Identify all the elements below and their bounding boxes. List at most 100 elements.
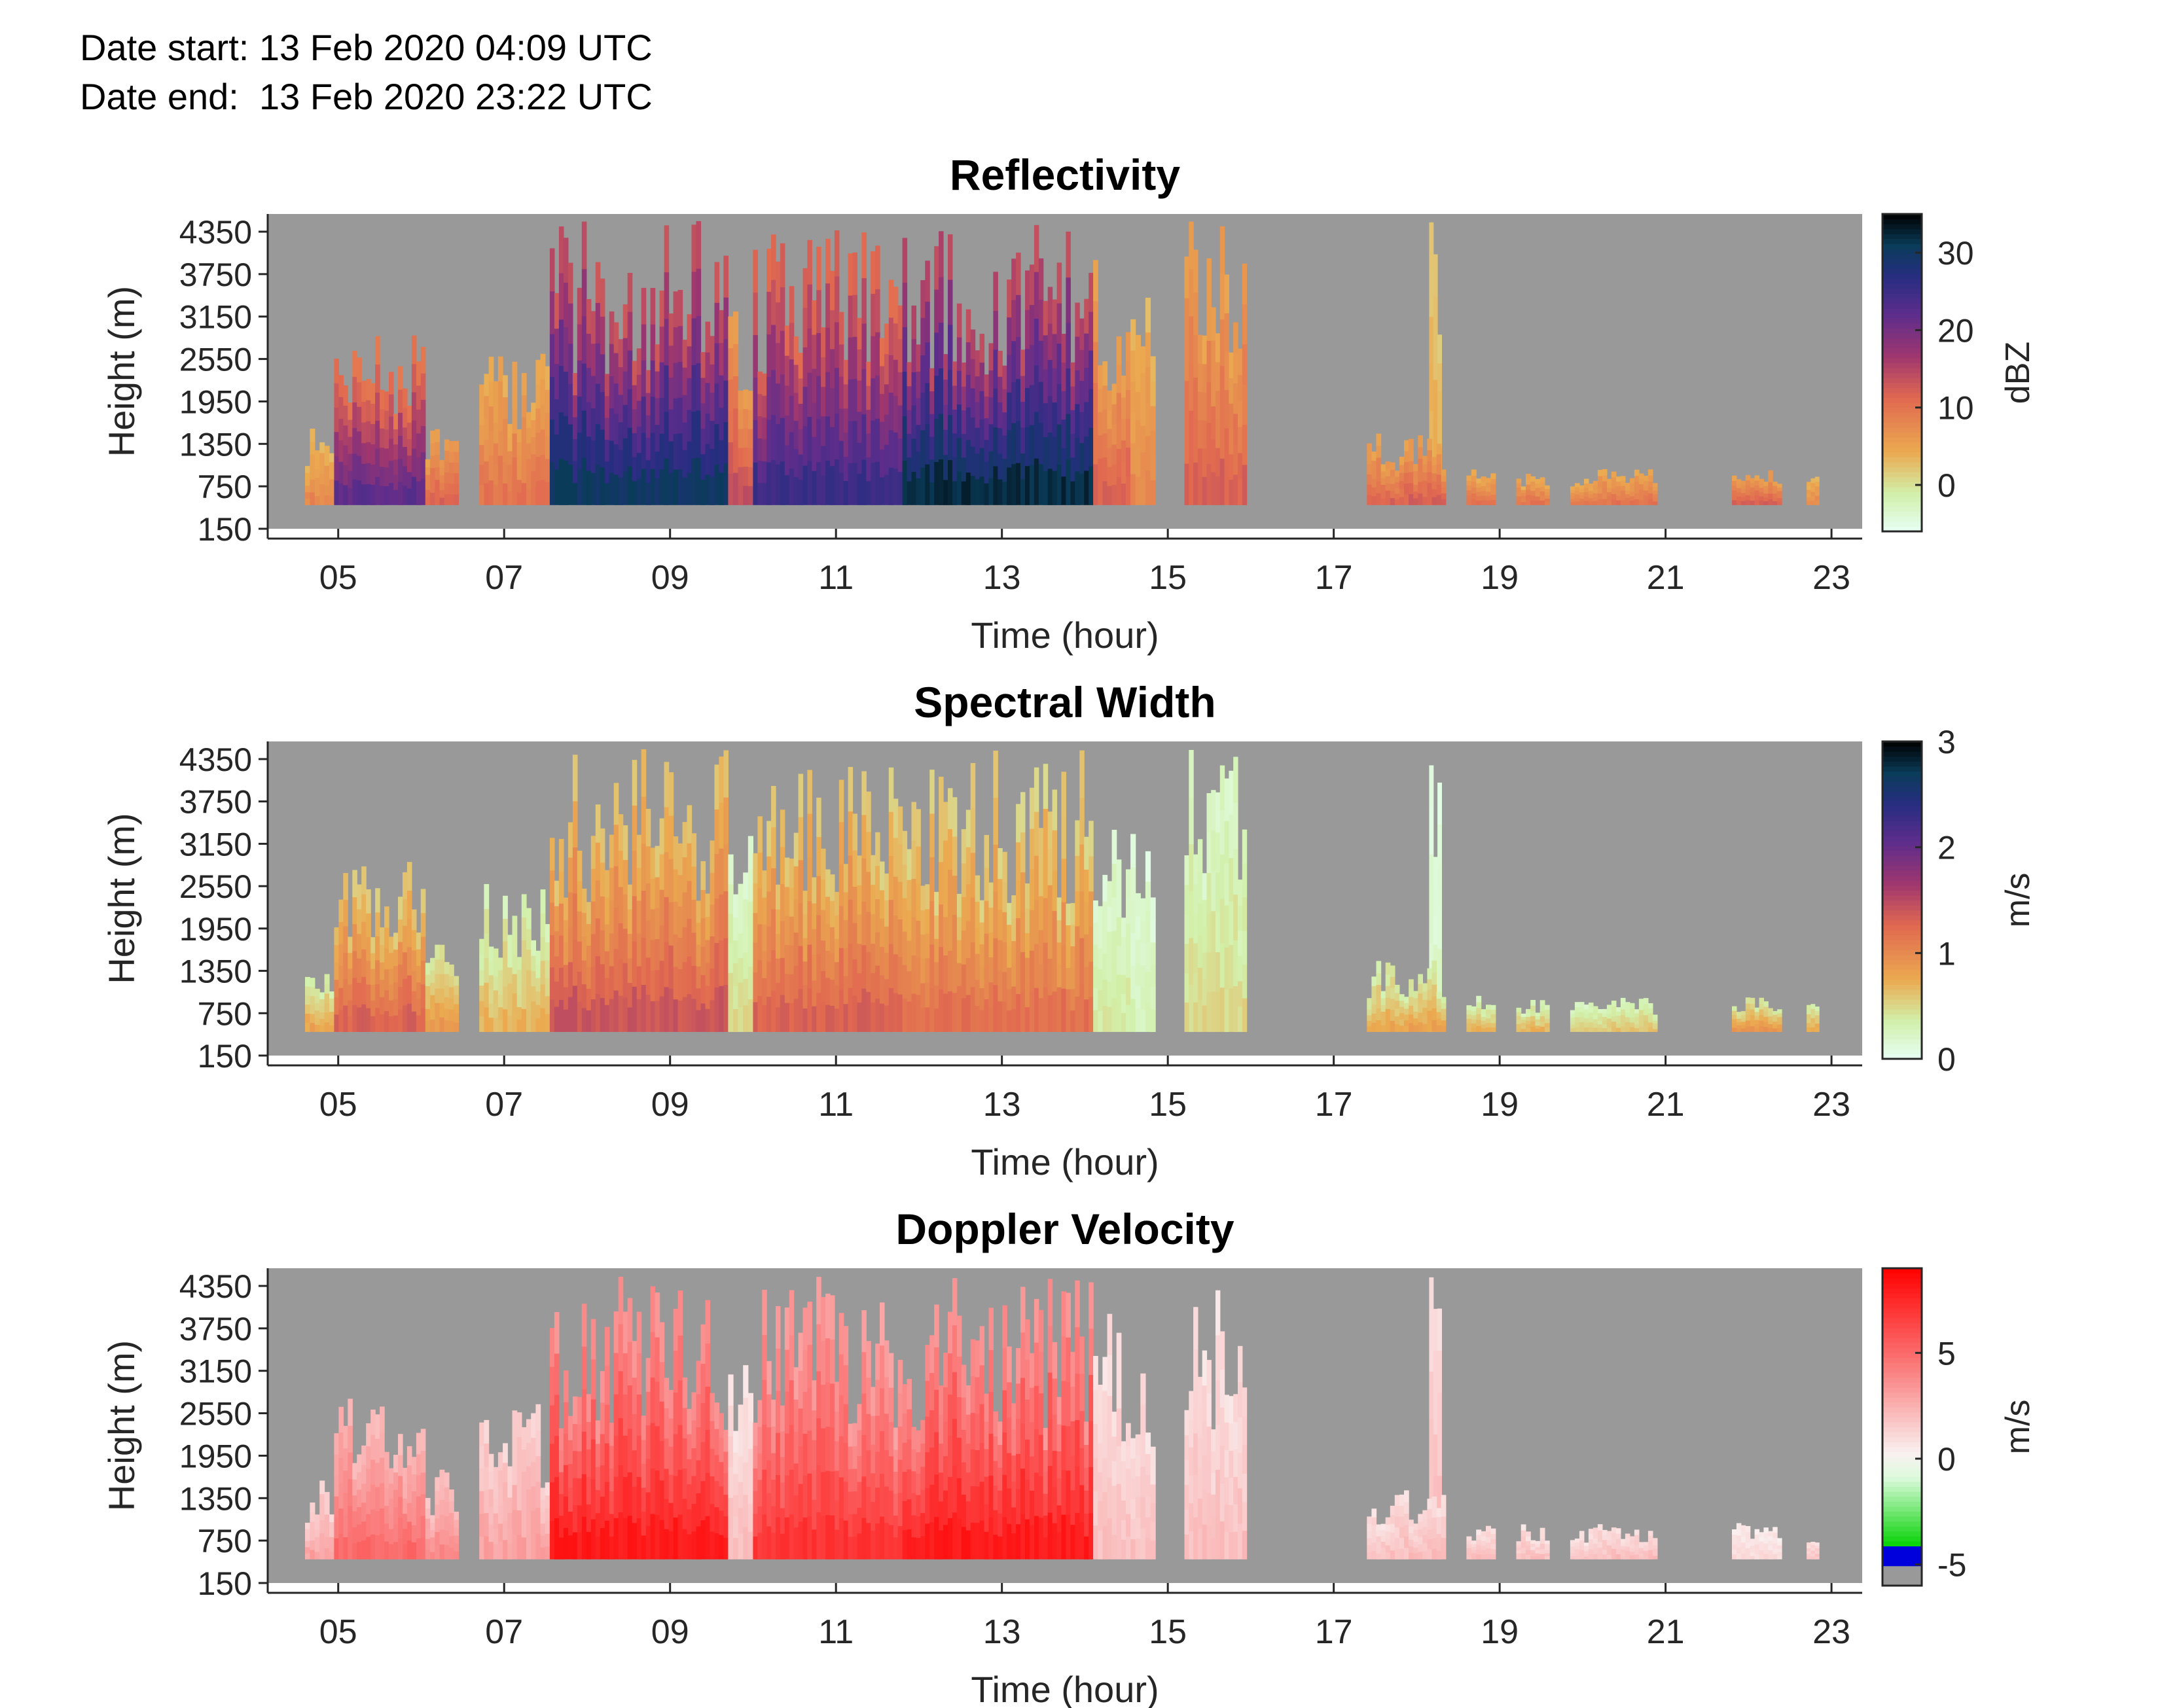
echo-cell <box>1810 1022 1816 1027</box>
echo-cell <box>329 453 334 463</box>
echo-cell <box>1224 389 1229 429</box>
echo-cell <box>1135 1517 1141 1539</box>
echo-cell <box>650 970 656 1002</box>
echo-cell <box>554 1312 560 1354</box>
echo-cell <box>1745 1025 1751 1032</box>
echo-cell <box>488 1453 494 1472</box>
echo-cell <box>780 920 785 958</box>
echo-cell <box>425 1498 431 1509</box>
echo-cell <box>1011 986 1017 1010</box>
echo-cell <box>888 429 894 468</box>
echo-cell <box>1530 1010 1536 1016</box>
echo-cell <box>1107 1395 1113 1437</box>
echo-cell <box>503 483 508 505</box>
echo-cell <box>558 1472 564 1494</box>
echo-cell <box>604 439 610 462</box>
echo-cell <box>357 1541 362 1559</box>
echo-cell <box>1409 1023 1414 1032</box>
echo-cell <box>747 429 753 448</box>
echo-cell <box>314 1521 320 1530</box>
echo-cell <box>1583 1027 1589 1032</box>
echo-cell <box>705 1343 711 1387</box>
echo-cell <box>334 1454 339 1476</box>
echo-segment <box>549 221 729 505</box>
echo-cell <box>1233 848 1238 895</box>
echo-cell <box>1150 897 1156 921</box>
echo-cell <box>673 901 679 934</box>
echo-cell <box>728 410 734 442</box>
echo-cell <box>719 310 724 344</box>
echo-cell <box>902 1384 908 1414</box>
echo-cell <box>581 1304 587 1347</box>
echo-cell <box>1034 224 1039 272</box>
echo-cell <box>687 378 693 410</box>
colorbar-cell <box>1882 457 1922 463</box>
echo-cell <box>503 461 508 484</box>
echo-cell <box>1652 1552 1658 1556</box>
echo-cell <box>380 1533 385 1559</box>
echo-cell <box>956 893 962 917</box>
echo-cell <box>488 1017 494 1032</box>
echo-cell <box>979 448 985 477</box>
echo-cell <box>319 494 325 505</box>
echo-cell <box>348 1425 353 1453</box>
x-tick-label: 19 <box>1481 1086 1519 1124</box>
echo-cell <box>975 927 981 954</box>
echo-cell <box>1814 1010 1820 1016</box>
echo-cell <box>1625 493 1630 498</box>
echo-cell <box>948 1518 953 1559</box>
echo-cell <box>1759 1537 1764 1542</box>
echo-cell <box>567 927 573 963</box>
echo-cell <box>545 389 550 413</box>
echo-cell <box>771 234 776 280</box>
echo-cell <box>1202 1454 1208 1490</box>
echo-cell <box>1211 870 1216 912</box>
echo-cell <box>1418 993 1423 1003</box>
echo-cell <box>789 887 795 917</box>
echo-cell <box>636 478 642 505</box>
echo-cell <box>558 1537 564 1559</box>
echo-cell <box>563 416 569 461</box>
echo-cell <box>848 1491 854 1514</box>
echo-cell <box>545 1482 550 1496</box>
colorbar-cell <box>1882 944 1922 950</box>
echo-cell <box>691 1531 697 1559</box>
echo-cell <box>545 942 550 961</box>
echo-cell <box>319 1025 325 1032</box>
echo-cell <box>925 884 930 910</box>
echo-cell <box>370 969 376 985</box>
echo-cell <box>733 440 739 473</box>
echo-cell <box>1390 1514 1395 1524</box>
echo-cell <box>1238 452 1243 480</box>
echo-cell <box>1759 1540 1764 1546</box>
echo-cell <box>1570 1027 1575 1032</box>
echo-cell <box>1089 350 1094 389</box>
echo-cell <box>687 441 693 474</box>
echo-cell <box>884 1450 890 1487</box>
echo-cell <box>1202 448 1208 477</box>
echo-cell <box>1530 481 1536 486</box>
echo-cell <box>1602 1549 1608 1555</box>
echo-cell <box>636 900 642 934</box>
echo-cell <box>1219 810 1225 855</box>
echo-cell <box>1652 501 1658 505</box>
echo-cell <box>449 1547 454 1559</box>
echo-cell <box>1070 433 1075 458</box>
echo-cell <box>1773 1554 1778 1559</box>
echo-cell <box>1376 1553 1382 1559</box>
echo-cell <box>1530 1021 1536 1027</box>
echo-cell <box>618 449 624 478</box>
echo-cell <box>329 488 334 497</box>
echo-cell <box>1111 484 1117 505</box>
echo-cell <box>370 937 376 953</box>
echo-cell <box>454 472 459 484</box>
echo-cell <box>1807 501 1811 505</box>
echo-cell <box>549 870 555 903</box>
echo-cell <box>766 891 772 927</box>
echo-cell <box>916 478 921 505</box>
echo-cell <box>1768 1020 1773 1024</box>
echo-cell <box>1399 1025 1405 1032</box>
echo-cell <box>1466 1005 1472 1010</box>
echo-cell <box>866 409 871 434</box>
echo-cell <box>682 1438 688 1469</box>
